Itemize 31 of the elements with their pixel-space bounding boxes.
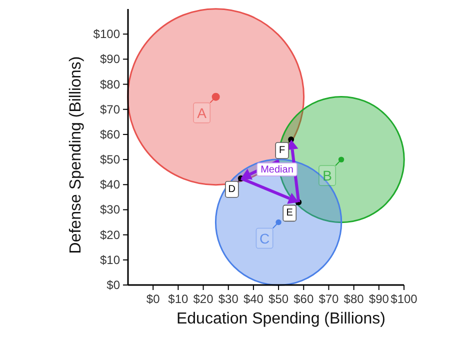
- x-tick-label: $80: [344, 292, 364, 306]
- y-tick-label: $60: [100, 127, 120, 142]
- y-tick-label: $50: [100, 152, 120, 167]
- data-label: F: [279, 144, 286, 156]
- y-tick-label: $90: [100, 52, 120, 66]
- y-tick-label: $80: [100, 77, 120, 92]
- y-tick-label: $100: [93, 27, 120, 42]
- x-tick-label: $50: [268, 292, 289, 306]
- y-tick-label: $70: [100, 102, 120, 116]
- y-tick-label: $40: [100, 178, 120, 192]
- x-tick-label: $40: [243, 292, 264, 306]
- x-tick-label: $100: [390, 292, 418, 306]
- y-tick-label: $10: [100, 252, 120, 267]
- data-label: D: [228, 184, 236, 195]
- annotation: Median: [260, 164, 294, 176]
- x-tick-label: $10: [168, 292, 189, 306]
- x-tick-label: $20: [193, 292, 214, 306]
- data-label: A: [197, 104, 208, 121]
- y-tick-label: $0: [106, 278, 120, 292]
- x-tick-label: $70: [318, 292, 340, 306]
- y-tick-label: $20: [100, 228, 120, 242]
- x-tick-label: $90: [368, 292, 390, 306]
- x-axis-title: Education Spending (Billions): [176, 310, 386, 328]
- x-tick-label: $0: [146, 292, 160, 306]
- y-axis-title: Defense Spending (Billions): [68, 56, 84, 254]
- data-label: C: [259, 230, 270, 246]
- x-tick-label: $30: [218, 292, 239, 306]
- data-label: E: [286, 208, 294, 219]
- data-label: B: [322, 168, 332, 184]
- x-tick-label: $60: [294, 292, 314, 306]
- y-tick-label: $30: [100, 202, 120, 217]
